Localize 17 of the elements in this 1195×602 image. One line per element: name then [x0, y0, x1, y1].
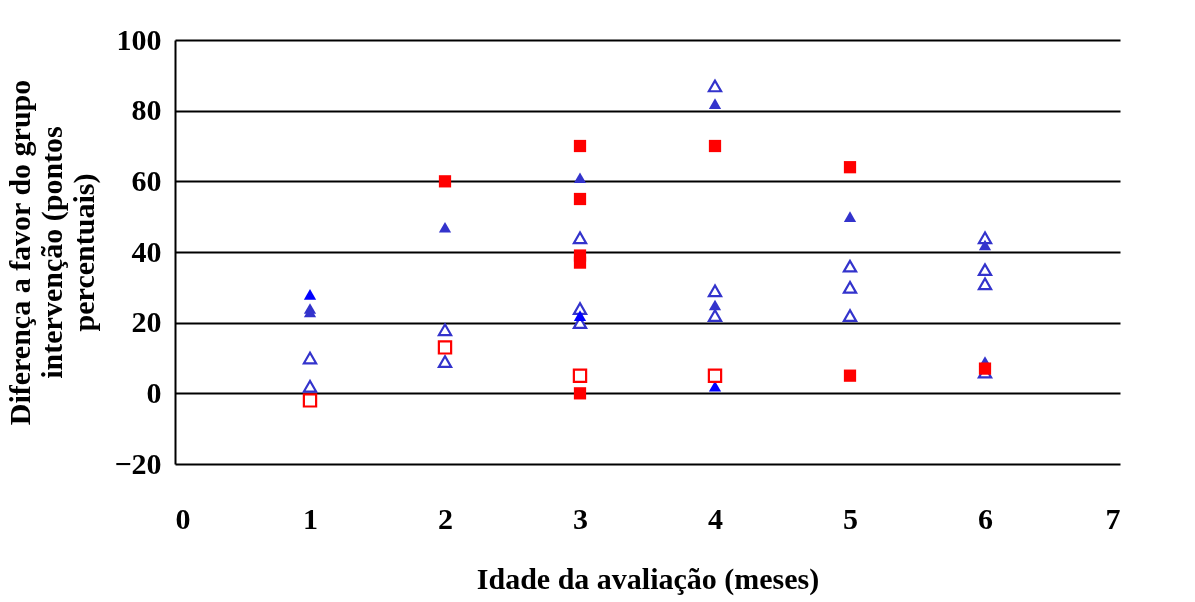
y-tick-label: 20	[131, 305, 162, 339]
x-tick-label: 1	[303, 501, 318, 535]
x-tick-label: 2	[438, 501, 453, 535]
x-tick-label: 0	[175, 501, 191, 535]
x-tick-label: 7	[1105, 501, 1121, 535]
x-tick-label: 6	[978, 501, 993, 535]
x-tick-label: 5	[843, 501, 858, 535]
y-tick-label: 100	[116, 22, 162, 56]
y-axis-title: Diferença a favor do grupo intervenção (pontos percentuais)	[3, 79, 102, 426]
x-tick-label: 3	[573, 501, 588, 535]
y-tick-label: 40	[131, 234, 162, 268]
x-tick-label: 4	[708, 501, 723, 535]
x-axis-title: Idade da avaliação (meses)	[476, 561, 820, 596]
y-tick-label: 80	[131, 93, 162, 127]
y-tick-label: 0	[146, 375, 162, 409]
y-tick-label: 60	[131, 163, 162, 197]
y-tick-label: −20	[114, 446, 162, 480]
